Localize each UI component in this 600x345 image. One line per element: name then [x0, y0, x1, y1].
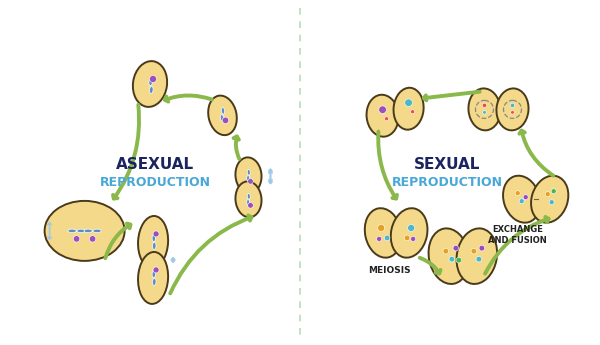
Circle shape — [410, 110, 415, 114]
Ellipse shape — [68, 229, 76, 233]
Ellipse shape — [235, 157, 262, 193]
Ellipse shape — [496, 88, 529, 130]
Circle shape — [248, 203, 253, 208]
Ellipse shape — [149, 86, 153, 93]
Text: SEXUAL: SEXUAL — [414, 157, 480, 171]
Ellipse shape — [208, 96, 237, 135]
Circle shape — [453, 245, 458, 251]
Circle shape — [471, 248, 476, 254]
Ellipse shape — [247, 194, 250, 199]
Circle shape — [405, 99, 412, 107]
Ellipse shape — [247, 176, 250, 181]
Circle shape — [222, 117, 229, 124]
Circle shape — [407, 225, 415, 231]
Circle shape — [511, 111, 514, 114]
Ellipse shape — [44, 201, 125, 261]
Circle shape — [377, 236, 382, 241]
Circle shape — [479, 245, 485, 251]
Circle shape — [385, 235, 390, 241]
Ellipse shape — [133, 61, 167, 107]
Text: REPRODUCTION: REPRODUCTION — [100, 176, 211, 188]
Ellipse shape — [428, 228, 469, 284]
Circle shape — [153, 231, 159, 237]
Ellipse shape — [152, 234, 155, 242]
Text: ASEXUAL: ASEXUAL — [116, 157, 194, 171]
Circle shape — [482, 103, 487, 108]
Circle shape — [519, 199, 524, 204]
Circle shape — [410, 236, 416, 241]
Circle shape — [379, 106, 386, 114]
Circle shape — [476, 256, 482, 262]
Circle shape — [551, 189, 556, 194]
Ellipse shape — [367, 95, 398, 137]
Ellipse shape — [469, 88, 500, 130]
Ellipse shape — [391, 208, 427, 258]
Ellipse shape — [152, 278, 156, 286]
Circle shape — [549, 200, 554, 205]
Ellipse shape — [235, 181, 262, 217]
Text: EXCHANGE
AND FUSION: EXCHANGE AND FUSION — [488, 226, 547, 245]
Ellipse shape — [93, 229, 101, 233]
Circle shape — [73, 236, 80, 242]
Circle shape — [510, 103, 515, 108]
Circle shape — [449, 256, 455, 262]
Circle shape — [385, 117, 389, 121]
Circle shape — [456, 257, 461, 263]
Ellipse shape — [149, 78, 152, 86]
Circle shape — [545, 192, 550, 197]
Ellipse shape — [247, 199, 250, 205]
Circle shape — [89, 236, 96, 242]
Text: MEIOSIS: MEIOSIS — [368, 266, 410, 275]
Circle shape — [248, 179, 253, 184]
Ellipse shape — [138, 216, 168, 268]
Ellipse shape — [531, 176, 568, 223]
Circle shape — [515, 191, 520, 196]
Ellipse shape — [152, 242, 156, 249]
Ellipse shape — [221, 107, 224, 114]
Circle shape — [377, 225, 385, 231]
Circle shape — [482, 111, 486, 114]
Circle shape — [153, 267, 159, 273]
Ellipse shape — [394, 88, 424, 130]
Circle shape — [443, 248, 449, 254]
Ellipse shape — [138, 252, 168, 304]
Ellipse shape — [220, 115, 224, 121]
Circle shape — [404, 235, 410, 241]
Ellipse shape — [247, 169, 250, 175]
Ellipse shape — [503, 176, 541, 223]
Ellipse shape — [152, 270, 155, 278]
Ellipse shape — [84, 229, 92, 233]
Ellipse shape — [77, 229, 85, 233]
Ellipse shape — [365, 208, 401, 258]
Circle shape — [523, 195, 528, 200]
Ellipse shape — [457, 228, 497, 284]
Text: REPRODUCTION: REPRODUCTION — [391, 176, 502, 188]
Circle shape — [149, 76, 157, 82]
